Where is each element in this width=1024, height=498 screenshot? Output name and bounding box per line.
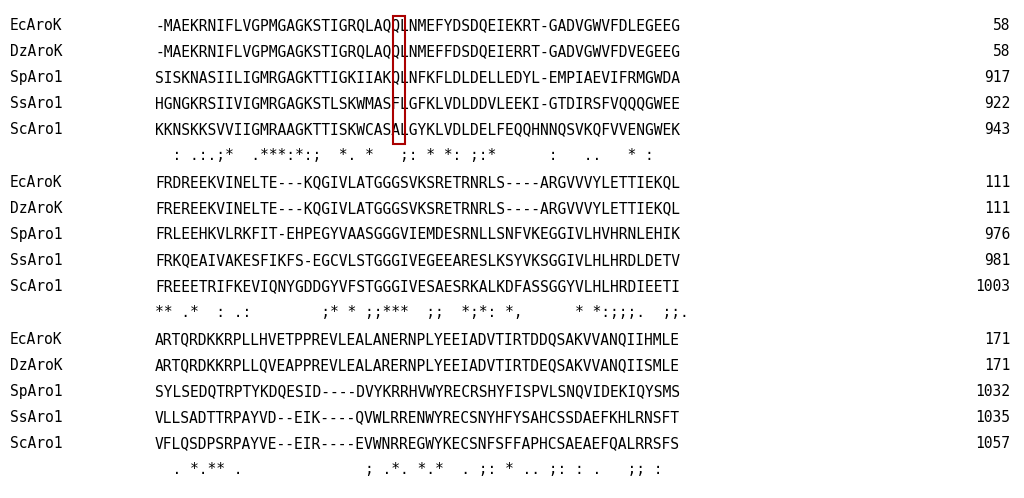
Text: SpAro1: SpAro1	[10, 70, 62, 85]
Text: VLLSADTTRPAYVD--EIK----QVWLRRENWYRECSNYHFYSAHCSSDAEFKHLRNSFT: VLLSADTTRPAYVD--EIK----QVWLRRENWYRECSNYH…	[155, 410, 680, 425]
Text: FRLEEHKVLRKFIT-EHPEGYVAASGGGVIEMDESRNLLSNFVKEGGIVLHVHRNLEHIK: FRLEEHKVLRKFIT-EHPEGYVAASGGGVIEMDESRNLLS…	[155, 227, 680, 242]
Text: KKNSKKSVVIIGMRAAGKTTISKWCASALGYKLVDLDELFEQQHNNQSVKQFVVENGWEK: KKNSKKSVVIIGMRAAGKTTISKWCASALGYKLVDLDELF…	[155, 122, 680, 137]
Text: FRDREEKVINELTE---KQGIVLATGGGSVKSRETRNRLS----ARGVVVYLETTIEKQL: FRDREEKVINELTE---KQGIVLATGGGSVKSRETRNRLS…	[155, 175, 680, 190]
Text: ARTQRDKKRPLLQVEAPPREVLEALARERNPLYEEIADVTIRTDEQSAKVVANQIISMLE: ARTQRDKKRPLLQVEAPPREVLEALARERNPLYEEIADVT…	[155, 358, 680, 373]
Text: ScAro1: ScAro1	[10, 122, 62, 137]
Text: 1003: 1003	[975, 279, 1010, 294]
Text: DzAroK: DzAroK	[10, 358, 62, 373]
Text: ScAro1: ScAro1	[10, 279, 62, 294]
Text: SsAro1: SsAro1	[10, 253, 62, 268]
Text: EcAroK: EcAroK	[10, 18, 62, 33]
Text: SsAro1: SsAro1	[10, 96, 62, 111]
Text: 58: 58	[992, 44, 1010, 59]
Text: SISKNASIILIGMRGAGKTTIGKIIAKQLNFKFLDLDELLEDYL-EMPIAEVIFRMGWDA: SISKNASIILIGMRGAGKTTIGKIIAKQLNFKFLDLDELL…	[155, 70, 680, 85]
Text: 943: 943	[984, 122, 1010, 137]
Text: FRKQEAIVAKESFIKFS-EGCVLSTGGGIVEGEEARESLKSYVKSGGIVLHLHRDLDETV: FRKQEAIVAKESFIKFS-EGCVLSTGGGIVEGEEARESLK…	[155, 253, 680, 268]
Text: ** .*  : .:        ;* * ;;***  ;;  *;*: *,      * *:;;;.  ;;.: ** .* : .: ;* * ;;*** ;; *;*: *, * *:;;;…	[155, 305, 689, 320]
Text: -MAEKRNIFLVGPMGAGKSTIGRQLAQQLNMEFFDSDQEIERRT-GADVGWVFDVEGEEG: -MAEKRNIFLVGPMGAGKSTIGRQLAQQLNMEFFDSDQEI…	[155, 44, 680, 59]
Text: 1032: 1032	[975, 384, 1010, 399]
Text: SpAro1: SpAro1	[10, 384, 62, 399]
Text: DzAroK: DzAroK	[10, 201, 62, 216]
Text: FREEETRIFKEVIQNYGDDGYVFSTGGGIVESAESRKALKDFASSGGYVLHLHRDIEETI: FREEETRIFKEVIQNYGDDGYVFSTGGGIVESAESRKALK…	[155, 279, 680, 294]
Text: 922: 922	[984, 96, 1010, 111]
Text: 1035: 1035	[975, 410, 1010, 425]
Text: 917: 917	[984, 70, 1010, 85]
Text: ScAro1: ScAro1	[10, 436, 62, 451]
Text: DzAroK: DzAroK	[10, 44, 62, 59]
Text: 976: 976	[984, 227, 1010, 242]
Bar	[392, 16, 406, 144]
Text: 1057: 1057	[975, 436, 1010, 451]
Text: : .:.;*  .***:*:;  *. *   ;: * *: ;:*      :   ..   * :: : .:.;* .***:*:; *. * ;: * *: ;:* : .. *…	[155, 148, 653, 163]
Text: SsAro1: SsAro1	[10, 410, 62, 425]
Text: SpAro1: SpAro1	[10, 227, 62, 242]
Text: 171: 171	[984, 358, 1010, 373]
Text: 111: 111	[984, 201, 1010, 216]
Text: 171: 171	[984, 332, 1010, 347]
Text: EcAroK: EcAroK	[10, 175, 62, 190]
Text: FREREEKVINELTE---KQGIVLATGGGSVKSRETRNRLS----ARGVVVYLETTIEKQL: FREREEKVINELTE---KQGIVLATGGGSVKSRETRNRLS…	[155, 201, 680, 216]
Text: 111: 111	[984, 175, 1010, 190]
Text: EcAroK: EcAroK	[10, 332, 62, 347]
Text: 981: 981	[984, 253, 1010, 268]
Text: VFLQSDPSRPAYVE--EIR----EVWNRREGWYKECSNFSFFAPHCSAEAEFQALRRSFS: VFLQSDPSRPAYVE--EIR----EVWNRREGWYKECSNFS…	[155, 436, 680, 451]
Text: 58: 58	[992, 18, 1010, 33]
Text: SYLSEDQTRPTYKDQESID----DVYKRRHVWYRECRSHYFISPVLSNQVIDEKIQYSMS: SYLSEDQTRPTYKDQESID----DVYKRRHVWYRECRSHY…	[155, 384, 680, 399]
Text: -MAEKRNIFLVGPMGAGKSTIGRQLAQQLNMEFYDSDQEIEKRT-GADVGWVFDLEGEEG: -MAEKRNIFLVGPMGAGKSTIGRQLAQQLNMEFYDSDQEI…	[155, 18, 680, 33]
Text: ARTQRDKKRPLLHVETPPREVLEALANERNPLYEEIADVTIRTDDQSAKVVANQIIHMLE: ARTQRDKKRPLLHVETPPREVLEALANERNPLYEEIADVT…	[155, 332, 680, 347]
Text: . *.** .              ; .*. *.*  . ;: * .. ;: : .   ;; :: . *.** . ; .*. *.* . ;: * .. ;: : . ;; :	[155, 462, 663, 477]
Text: HGNGKRSIIVIGMRGAGKSTLSKWMASFLGFKLVDLDDVLEEKI-GTDIRSFVQQQGWEE: HGNGKRSIIVIGMRGAGKSTLSKWMASFLGFKLVDLDDVL…	[155, 96, 680, 111]
